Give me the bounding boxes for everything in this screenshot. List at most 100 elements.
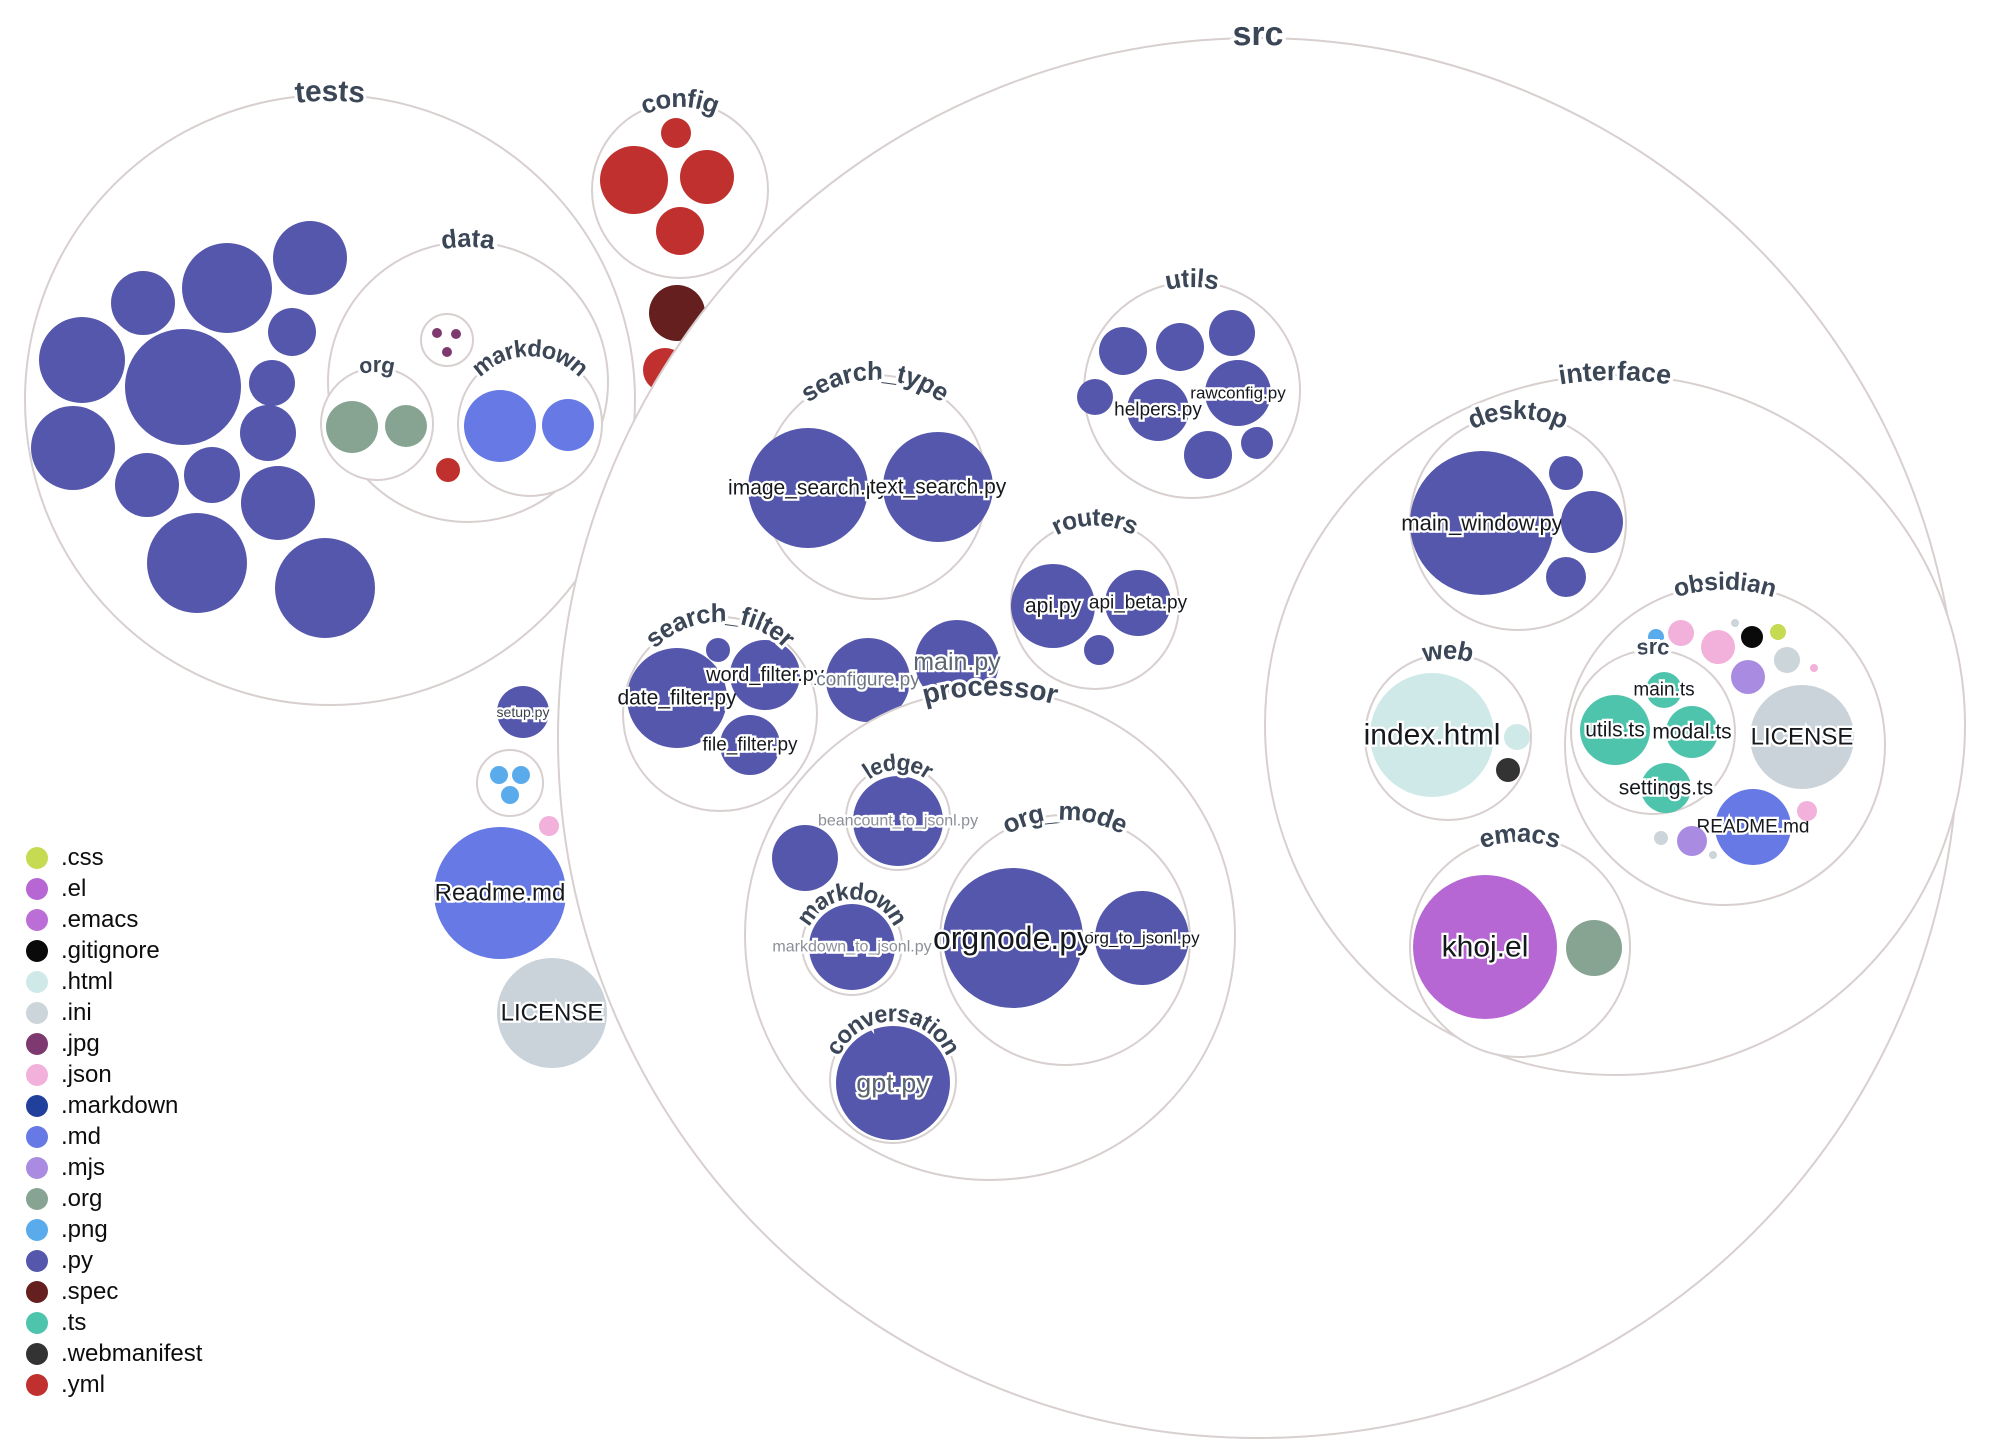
file-circle-.gitignore[interactable] xyxy=(1741,626,1763,648)
file-circle-helpers.py[interactable] xyxy=(1127,379,1189,441)
file-circle-.py[interactable] xyxy=(1077,379,1113,415)
file-circle-.json[interactable] xyxy=(1810,664,1818,672)
file-circle-.py[interactable] xyxy=(1209,310,1255,356)
file-circle-text_search.py[interactable] xyxy=(883,432,993,542)
file-circle-.py[interactable] xyxy=(772,825,838,891)
file-circle-.py[interactable] xyxy=(706,638,730,662)
file-circle-.json[interactable] xyxy=(1797,801,1817,821)
file-label-LICENSE: LICENSE xyxy=(1751,724,1854,751)
file-circle-modal.ts[interactable] xyxy=(1666,706,1718,758)
file-circle-.mjs[interactable] xyxy=(1731,660,1765,694)
file-circle-setup.py[interactable] xyxy=(497,686,549,738)
file-circle-rawconfig.py[interactable] xyxy=(1205,360,1271,426)
file-circle-.ini[interactable] xyxy=(1709,851,1717,859)
file-circle-.png[interactable] xyxy=(512,766,530,784)
legend-color-dot xyxy=(26,1156,48,1179)
file-circle-.org[interactable] xyxy=(326,401,378,453)
file-circle-main.ts[interactable] xyxy=(1646,672,1682,708)
legend-color-dot xyxy=(26,1280,48,1303)
file-circle-.ini[interactable] xyxy=(1654,831,1668,845)
file-circle-.py[interactable] xyxy=(184,447,240,503)
file-circle-settings.ts[interactable] xyxy=(1641,763,1691,813)
legend-item-el: .el xyxy=(26,873,202,904)
file-circle-.py[interactable] xyxy=(115,453,179,517)
file-circle-.png[interactable] xyxy=(1648,629,1664,645)
file-circle-.css[interactable] xyxy=(1770,624,1786,640)
file-circle-.jpg[interactable] xyxy=(451,329,461,339)
file-circle-.mjs[interactable] xyxy=(1677,826,1707,856)
file-circle-Readme.md[interactable] xyxy=(434,827,566,959)
file-circle-.py[interactable] xyxy=(241,466,315,540)
file-circle-file_filter.py[interactable] xyxy=(720,715,780,775)
file-circle-.org[interactable] xyxy=(1566,920,1622,976)
file-circle-configure.py[interactable] xyxy=(826,638,910,722)
file-circle-.py[interactable] xyxy=(147,513,247,613)
file-circle-.jpg[interactable] xyxy=(432,328,442,338)
folder-circle-unnamed[interactable] xyxy=(476,749,544,817)
folder-circle-config[interactable] xyxy=(591,101,769,279)
file-circle-.yml[interactable] xyxy=(656,207,704,255)
file-circle-README.md[interactable] xyxy=(1715,789,1791,865)
file-label-text_search.py: text_search.py xyxy=(870,476,1007,499)
file-label-api_beta.py: api_beta.py xyxy=(1089,593,1188,614)
file-circle-.json[interactable] xyxy=(1701,630,1735,664)
file-circle-.py[interactable] xyxy=(1549,456,1583,490)
legend-color-dot xyxy=(26,846,48,869)
legend-label: .md xyxy=(61,1123,102,1150)
file-circle-khoj.el[interactable] xyxy=(1413,875,1557,1019)
file-circle-.png[interactable] xyxy=(490,766,508,784)
file-circle-.yml[interactable] xyxy=(436,458,460,482)
file-circle-date_filter.py[interactable] xyxy=(627,648,727,748)
file-circle-index.html[interactable] xyxy=(1370,673,1494,797)
file-circle-.py[interactable] xyxy=(1241,427,1273,459)
file-circle-.py[interactable] xyxy=(111,271,175,335)
file-circle-main.py[interactable] xyxy=(915,620,999,704)
file-circle-.py[interactable] xyxy=(31,406,115,490)
file-circle-word_filter.py[interactable] xyxy=(730,640,800,710)
file-circle-.py[interactable] xyxy=(1084,635,1114,665)
file-circle-.ini[interactable] xyxy=(1774,647,1800,673)
file-circle-markdown_to_jsonl.py[interactable] xyxy=(809,904,895,990)
file-circle-beancount_to_jsonl.py[interactable] xyxy=(853,776,943,866)
file-circle-.png[interactable] xyxy=(501,786,519,804)
file-circle-.py[interactable] xyxy=(182,243,272,333)
file-circle-.md[interactable] xyxy=(464,390,536,462)
file-circle-.json[interactable] xyxy=(539,816,559,836)
file-circle-.ini[interactable] xyxy=(1731,619,1739,627)
file-circle-LICENSE[interactable] xyxy=(1750,685,1854,789)
file-circle-api.py[interactable] xyxy=(1011,564,1095,648)
file-circle-api_beta.py[interactable] xyxy=(1105,570,1171,636)
file-circle-.json[interactable] xyxy=(1668,620,1694,646)
file-circle-.yml[interactable] xyxy=(661,118,691,148)
file-circle-.py[interactable] xyxy=(1099,327,1147,375)
file-circle-.md[interactable] xyxy=(542,399,594,451)
folder-label-org: org xyxy=(357,352,397,379)
file-circle-utils.ts[interactable] xyxy=(1580,695,1650,765)
file-label-markdown_to_jsonl.py: markdown_to_jsonl.py xyxy=(772,939,931,956)
file-circle-main_window.py[interactable] xyxy=(1410,451,1554,595)
file-circle-.py[interactable] xyxy=(1156,323,1204,371)
file-circle-.py[interactable] xyxy=(1561,491,1623,553)
file-circle-.org[interactable] xyxy=(385,405,427,447)
file-circle-org_to_jsonl.py[interactable] xyxy=(1095,891,1189,985)
file-circle-.yml[interactable] xyxy=(600,146,668,214)
folder-circle-src[interactable] xyxy=(1570,649,1736,815)
file-circle-.yml[interactable] xyxy=(680,150,734,204)
file-circle-.webmanifest[interactable] xyxy=(1496,758,1520,782)
file-circle-.html[interactable] xyxy=(1504,724,1530,750)
folder-circle-unnamed[interactable] xyxy=(420,313,474,367)
file-circle-orgnode.py[interactable] xyxy=(943,868,1083,1008)
file-circle-gpt.py[interactable] xyxy=(836,1026,950,1140)
file-circle-.py[interactable] xyxy=(1546,557,1586,597)
file-circle-.jpg[interactable] xyxy=(442,347,452,357)
file-circle-.py[interactable] xyxy=(273,221,347,295)
file-circle-.py[interactable] xyxy=(1184,431,1232,479)
file-circle-.py[interactable] xyxy=(249,360,295,406)
file-circle-.py[interactable] xyxy=(240,405,296,461)
file-circle-.py[interactable] xyxy=(275,538,375,638)
file-circle-.py[interactable] xyxy=(268,308,316,356)
file-circle-.py[interactable] xyxy=(125,329,241,445)
file-circle-.py[interactable] xyxy=(39,317,125,403)
file-circle-image_search.py[interactable] xyxy=(748,428,868,548)
file-circle-LICENSE[interactable] xyxy=(497,958,607,1068)
